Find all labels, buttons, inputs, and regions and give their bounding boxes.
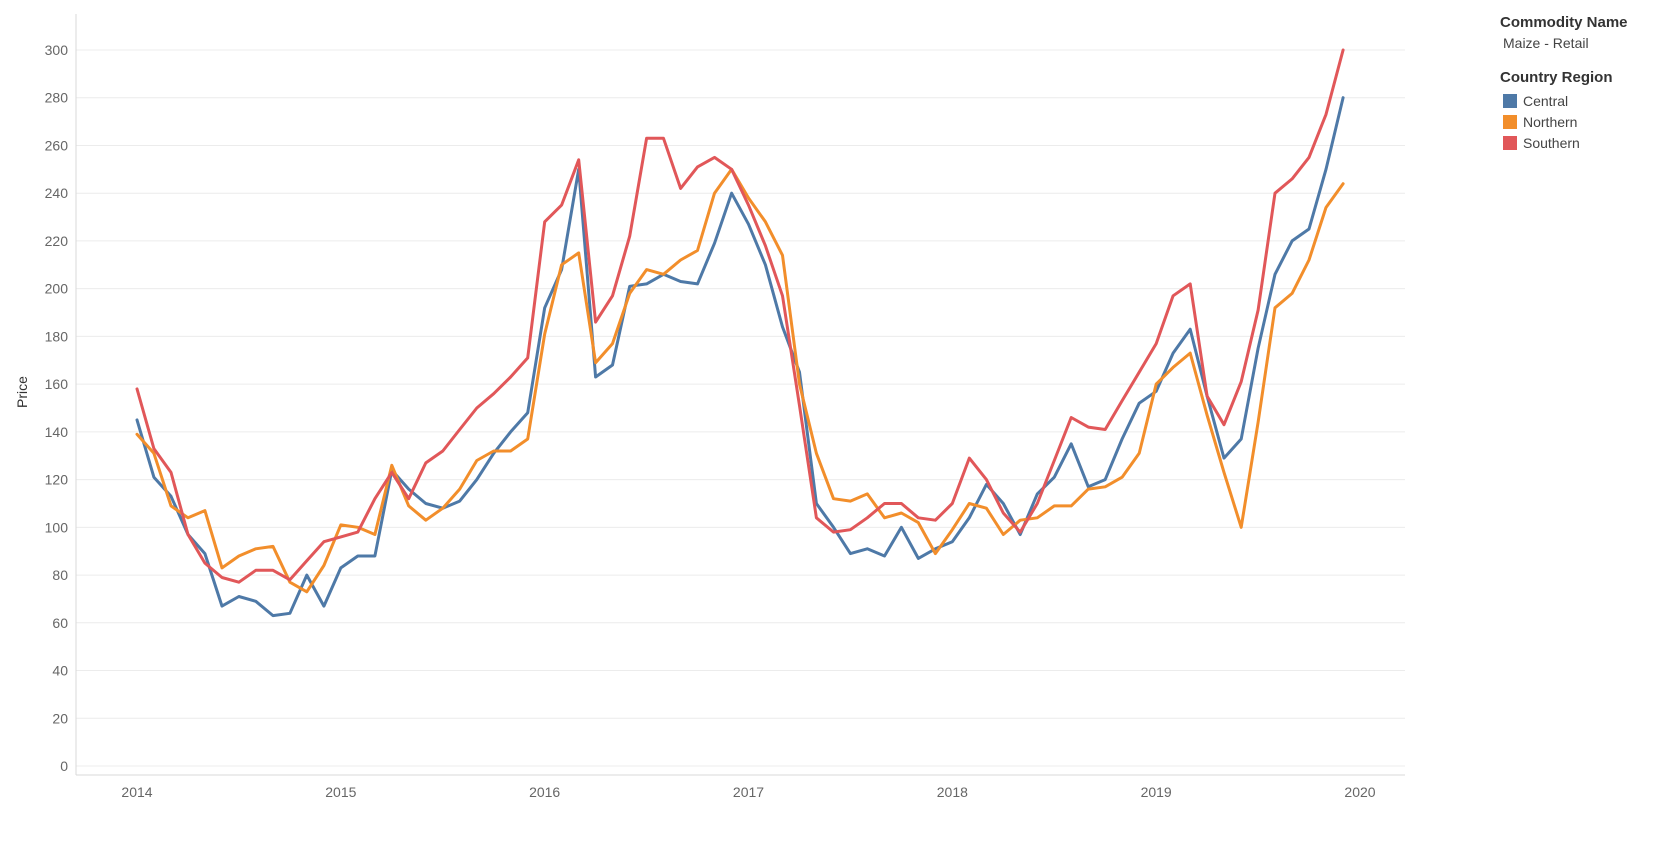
commodity-value[interactable]: Maize - Retail xyxy=(1503,35,1589,51)
y-axis-ticks: 0 20 40 60 80 100 120 140 160 180 200 220 240 260 280 3… xyxy=(45,42,69,774)
y-tick-label: 40 xyxy=(52,663,68,679)
legend-items: Central Northern Southern xyxy=(1500,90,1650,153)
y-tick-label: 300 xyxy=(45,42,69,58)
y-tick-label: 20 xyxy=(52,710,68,726)
x-tick-label: 2016 xyxy=(529,784,560,800)
legend-item-central[interactable]: Central xyxy=(1500,90,1650,111)
x-axis-ticks: 2014 2015 2016 2017 2018 2019 2020 xyxy=(121,784,1375,800)
legend-label-northern: Northern xyxy=(1523,113,1578,130)
legend-label-southern: Southern xyxy=(1523,134,1580,151)
y-tick-label: 100 xyxy=(45,519,69,535)
y-tick-label: 120 xyxy=(45,472,69,488)
x-tick-label: 2014 xyxy=(121,784,152,800)
legend-label-central: Central xyxy=(1523,92,1569,109)
y-tick-label: 80 xyxy=(52,567,68,583)
legend-item-northern[interactable]: Northern xyxy=(1500,111,1650,132)
y-tick-label: 200 xyxy=(45,281,69,297)
y-tick-label: 140 xyxy=(45,424,69,440)
y-axis-title: Price xyxy=(14,376,30,408)
legend-item-southern[interactable]: Southern xyxy=(1500,132,1650,153)
swatch-northern xyxy=(1503,114,1517,129)
x-tick-label: 2019 xyxy=(1141,784,1172,800)
y-tick-label: 280 xyxy=(45,90,69,106)
x-tick-label: 2020 xyxy=(1344,784,1375,800)
series-lines xyxy=(135,48,1345,618)
legend: Commodity Name Maize - Retail Country Re… xyxy=(1500,14,1650,153)
line-chart: 0 20 40 60 80 100 120 140 160 180 200 220 240 260 280 3… xyxy=(14,14,1405,800)
series-line-central[interactable] xyxy=(135,96,1345,618)
y-tick-label: 160 xyxy=(45,376,69,392)
gridlines xyxy=(76,49,1405,767)
x-tick-label: 2017 xyxy=(733,784,764,800)
region-heading: Country Region xyxy=(1500,69,1613,86)
series-line-southern[interactable] xyxy=(135,48,1345,584)
y-tick-label: 60 xyxy=(52,615,68,631)
y-tick-label: 220 xyxy=(45,233,69,249)
y-tick-label: 240 xyxy=(45,185,69,201)
x-tick-label: 2015 xyxy=(325,784,356,800)
series-line-northern[interactable] xyxy=(135,167,1345,594)
swatch-southern xyxy=(1503,135,1517,150)
commodity-heading: Commodity Name xyxy=(1500,14,1628,31)
y-tick-label: 0 xyxy=(60,758,68,774)
swatch-central xyxy=(1503,93,1517,108)
x-tick-label: 2018 xyxy=(937,784,968,800)
y-tick-label: 260 xyxy=(45,137,69,153)
y-tick-label: 180 xyxy=(45,328,69,344)
